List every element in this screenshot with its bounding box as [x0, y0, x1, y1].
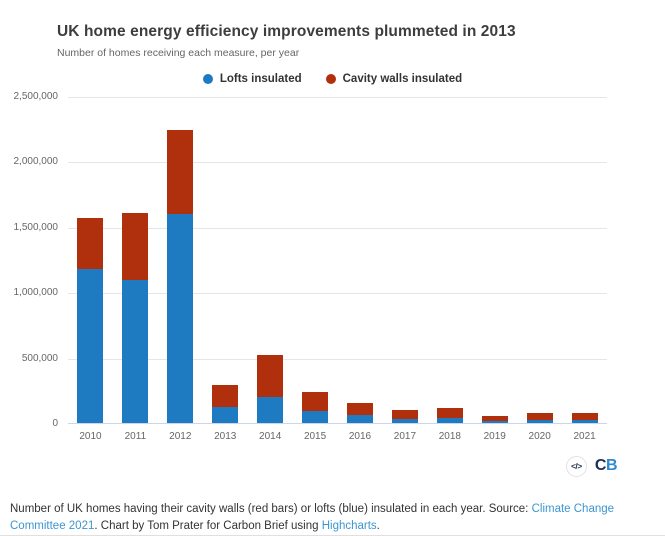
cavity-walls-insulated-segment[interactable] — [526, 413, 553, 420]
cavity-walls-insulated-segment[interactable] — [77, 217, 104, 269]
embed-code-button[interactable]: </> — [565, 455, 587, 477]
cavity-walls-insulated-segment[interactable] — [346, 402, 373, 416]
x-axis-tick-label: 2018 — [438, 431, 461, 442]
lofts-insulated-segment[interactable] — [436, 417, 463, 423]
bar-2017[interactable] — [382, 97, 427, 423]
cavity-walls-insulated-segment[interactable] — [302, 391, 329, 412]
source-link[interactable]: Climate Change Committee 2021 — [10, 503, 615, 532]
x-axis-tick-label: 2014 — [259, 431, 282, 442]
bar-2013[interactable] — [203, 97, 248, 423]
bar-2021[interactable] — [562, 97, 607, 423]
chart-footer-toolbar: </> CB — [0, 455, 665, 477]
gridline — [68, 227, 607, 229]
lofts-insulated-segment[interactable] — [77, 268, 104, 423]
stacked-bar[interactable] — [212, 385, 239, 423]
caption-text: . — [376, 520, 380, 532]
bar-2010[interactable] — [68, 97, 113, 423]
bar-2020[interactable] — [517, 97, 562, 423]
cavity-walls-insulated-segment[interactable] — [391, 409, 418, 420]
bar-2014[interactable] — [248, 97, 293, 423]
chart-title: UK home energy efficiency improvements p… — [57, 23, 516, 40]
lofts-legend-dot-icon — [202, 74, 213, 84]
stacked-bar[interactable] — [122, 213, 149, 423]
bar-2016[interactable] — [338, 97, 383, 423]
legend-item-cavity-walls[interactable]: Cavity walls insulated — [325, 73, 463, 85]
y-axis-tick-label: 2,500,000 — [13, 91, 59, 102]
caption: Number of UK homes having their cavity w… — [0, 501, 665, 535]
y-axis-tick-label: 500,000 — [21, 352, 58, 364]
cavity-walls-insulated-segment[interactable] — [571, 412, 598, 420]
gridline — [68, 293, 607, 295]
lofts-insulated-segment[interactable] — [302, 411, 329, 423]
carbon-brief-logo[interactable]: CB — [594, 457, 618, 475]
logo-letter-c: C — [594, 457, 607, 474]
bar-2018[interactable] — [427, 97, 472, 423]
logo-letter-b: B — [605, 457, 618, 474]
legend: Lofts insulated Cavity walls insulated — [0, 71, 665, 87]
y-axis-tick-label: 2,000,000 — [13, 156, 59, 168]
caption-text: . Chart by Tom Prater for Carbon Brief u… — [94, 520, 322, 532]
stacked-bar[interactable] — [257, 354, 284, 423]
chart-container: UK home energy efficiency improvements p… — [0, 23, 665, 477]
stacked-bar[interactable] — [526, 413, 553, 423]
x-axis-tick-label: 2015 — [303, 431, 327, 442]
lofts-insulated-segment[interactable] — [167, 213, 194, 423]
x-axis-tick-label: 2016 — [348, 431, 372, 442]
stacked-bar[interactable] — [436, 407, 463, 423]
chart-subtitle: Number of homes receiving each measure, … — [57, 47, 300, 59]
gridline — [68, 358, 607, 360]
lofts-insulated-segment[interactable] — [257, 396, 284, 423]
stacked-bar[interactable] — [481, 415, 508, 423]
cavity-walls-insulated-segment[interactable] — [167, 130, 194, 214]
bar-2011[interactable] — [113, 97, 158, 423]
plot-area: 2,500,000 2,000,000 1,500,000 1,000,000 500,… — [14, 92, 607, 429]
y-axis-tick-label: 0 — [52, 418, 58, 429]
cavity-walls-legend-label: Cavity walls insulated — [342, 73, 463, 85]
stacked-bar[interactable] — [77, 217, 104, 423]
cavity-walls-insulated-segment[interactable] — [257, 354, 284, 397]
y-axis-tick-label: 1,500,000 — [13, 221, 59, 233]
cavity-walls-legend-dot-icon — [325, 74, 336, 84]
lofts-insulated-segment[interactable] — [391, 419, 418, 423]
bar-2012[interactable] — [158, 97, 203, 423]
bar-2015[interactable] — [293, 97, 338, 423]
x-axis-tick-label: 2020 — [528, 431, 551, 442]
x-axis-tick-label: 2017 — [393, 431, 417, 442]
x-axis-tick-label: 2011 — [124, 431, 147, 442]
stacked-bar[interactable] — [167, 130, 194, 423]
x-axis-labels: 2010 2011 2012 2013 2014 2015 2016 2017 2018 2019… — [68, 431, 607, 442]
x-axis-tick-label: 2012 — [169, 431, 192, 442]
lofts-insulated-segment[interactable] — [571, 420, 598, 423]
stacked-bar[interactable] — [391, 409, 418, 423]
x-axis-tick-label: 2019 — [483, 431, 506, 442]
stacked-bar[interactable] — [571, 412, 598, 423]
caption-text: Number of UK homes having their cavity w… — [10, 503, 532, 515]
stacked-bar[interactable] — [346, 402, 373, 423]
gridline — [68, 97, 607, 98]
x-axis-tick-label: 2013 — [214, 431, 237, 442]
code-icon: </> — [570, 461, 582, 471]
highcharts-link[interactable]: Highcharts — [321, 520, 377, 532]
cavity-walls-insulated-segment[interactable] — [436, 407, 463, 418]
cavity-walls-insulated-segment[interactable] — [212, 385, 239, 408]
y-axis-tick-label: 1,000,000 — [13, 287, 59, 299]
lofts-insulated-segment[interactable] — [122, 279, 149, 423]
x-axis-tick-label: 2021 — [573, 431, 596, 442]
cavity-walls-insulated-segment[interactable] — [122, 213, 149, 280]
gridline — [68, 162, 607, 164]
x-axis-tick-label: 2010 — [79, 431, 102, 442]
stacked-bar[interactable] — [302, 391, 329, 423]
lofts-insulated-segment[interactable] — [346, 415, 373, 423]
lofts-insulated-segment[interactable] — [481, 420, 508, 423]
cavity-walls-insulated-segment[interactable] — [481, 415, 508, 421]
lofts-legend-label: Lofts insulated — [219, 73, 302, 85]
lofts-insulated-segment[interactable] — [526, 419, 553, 423]
bar-2019[interactable] — [472, 97, 517, 423]
bars-layer — [68, 97, 607, 423]
legend-item-lofts[interactable]: Lofts insulated — [202, 73, 302, 85]
lofts-insulated-segment[interactable] — [212, 407, 239, 423]
